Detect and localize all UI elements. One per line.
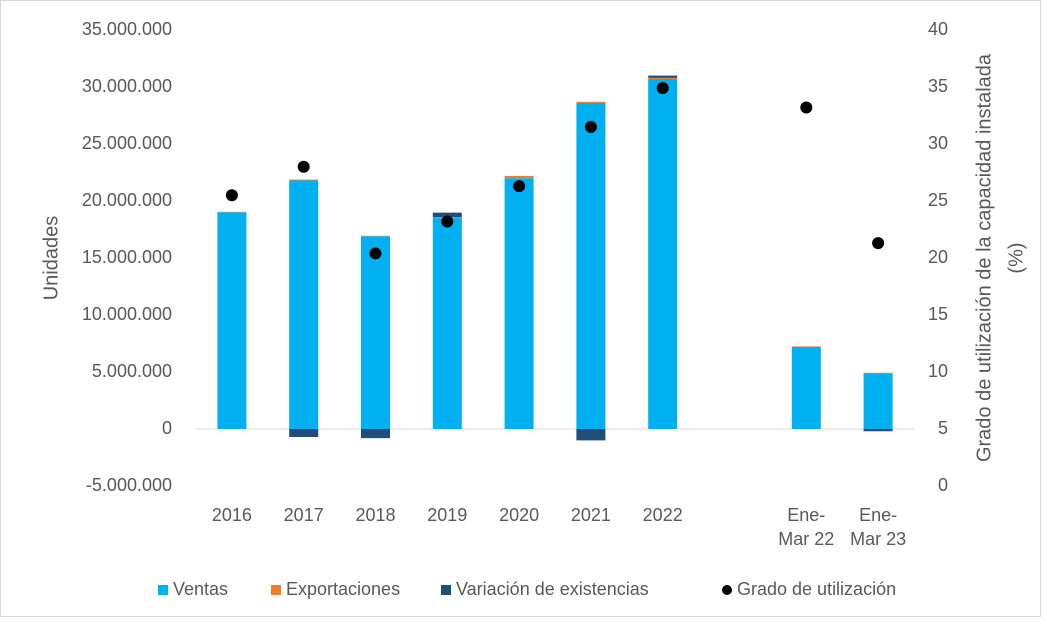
bar-segment [289,429,319,437]
scatter-point [441,215,454,228]
bar-segment [217,211,247,213]
x-tick-label: 2019 [427,505,467,525]
bar-segment [432,212,462,218]
y-tick-label: 35.000.000 [82,19,172,39]
scatter-point [225,189,238,202]
y-tick-label: 25.000.000 [82,133,172,153]
x-tick-label-line: Mar 22 [778,529,834,549]
legend-marker [722,585,732,595]
bar-segment [576,101,606,103]
y2-tick-label: 35 [928,76,948,96]
bar-segment [217,212,247,429]
bar-segment [863,373,893,429]
bar-segment [648,75,678,78]
bar-segment [289,179,319,181]
bar-segment [361,235,390,237]
x-tick-label-line: Ene- [859,505,897,525]
x-tick-label: Ene- Mar 23 [850,505,906,549]
y-tick-label: 30.000.000 [82,76,172,96]
x-tick-label: 2021 [571,505,611,525]
y2-tick-label: 20 [928,247,948,267]
y2-tick-label: 40 [928,19,948,39]
x-tick-label: 2016 [212,505,252,525]
y2-axis-title: (%) [1005,242,1027,273]
y2-tick-label: 5 [938,418,948,438]
x-tick-label-line: Mar 23 [850,529,906,549]
y-tick-label: 5.000.000 [92,361,172,381]
scatter-point [297,160,310,173]
y2-tick-label: 10 [928,361,948,381]
bar-segment [576,429,606,441]
legend-label: Grado de utilización [737,579,896,599]
y-tick-label: 15.000.000 [82,247,172,267]
legend-marker [158,585,168,595]
y-tick-label: 10.000.000 [82,304,172,324]
x-tick-label: 2018 [355,505,395,525]
legend-marker [441,585,451,595]
bar-segment [863,429,893,432]
scatter-point [800,101,813,114]
y2-axis-title: Grado de utilización de la capacidad ins… [973,53,995,462]
bar-segment [361,429,390,439]
legend-label: Exportaciones [286,579,400,599]
y-tick-label: 20.000.000 [82,190,172,210]
y-tick-label: 0 [162,418,172,438]
y2-tick-label: 0 [938,475,948,495]
bar-segment [432,218,462,429]
scatter-point [656,82,669,95]
x-tick-label: Ene- Mar 22 [778,505,834,549]
bar-segment [791,346,821,429]
scatter-point [513,180,526,193]
x-tick-label: 2022 [643,505,683,525]
bar-segment [289,180,319,429]
legend-label: Variación de existencias [456,579,649,599]
legend-marker [271,585,281,595]
legend-label: Ventas [173,579,228,599]
y2-tick-label: 30 [928,133,948,153]
bar-segment [361,236,390,429]
bar-segment [791,346,821,347]
y2-tick-label: 25 [928,190,948,210]
scatter-point [872,237,885,250]
bar-segment [504,175,534,179]
bar-segment [648,77,678,80]
scatter-point [369,247,382,260]
x-tick-label: 2017 [284,505,324,525]
y2-tick-label: 15 [928,304,948,324]
bar-segment [504,178,534,429]
x-tick-label: 2020 [499,505,539,525]
y-axis-title: Unidades [40,216,62,301]
bar-segment [648,79,678,430]
scatter-point [584,120,597,133]
x-tick-label-line: Ene- [787,505,825,525]
bar-segment [576,102,606,430]
y-tick-label: -5.000.000 [86,475,172,495]
